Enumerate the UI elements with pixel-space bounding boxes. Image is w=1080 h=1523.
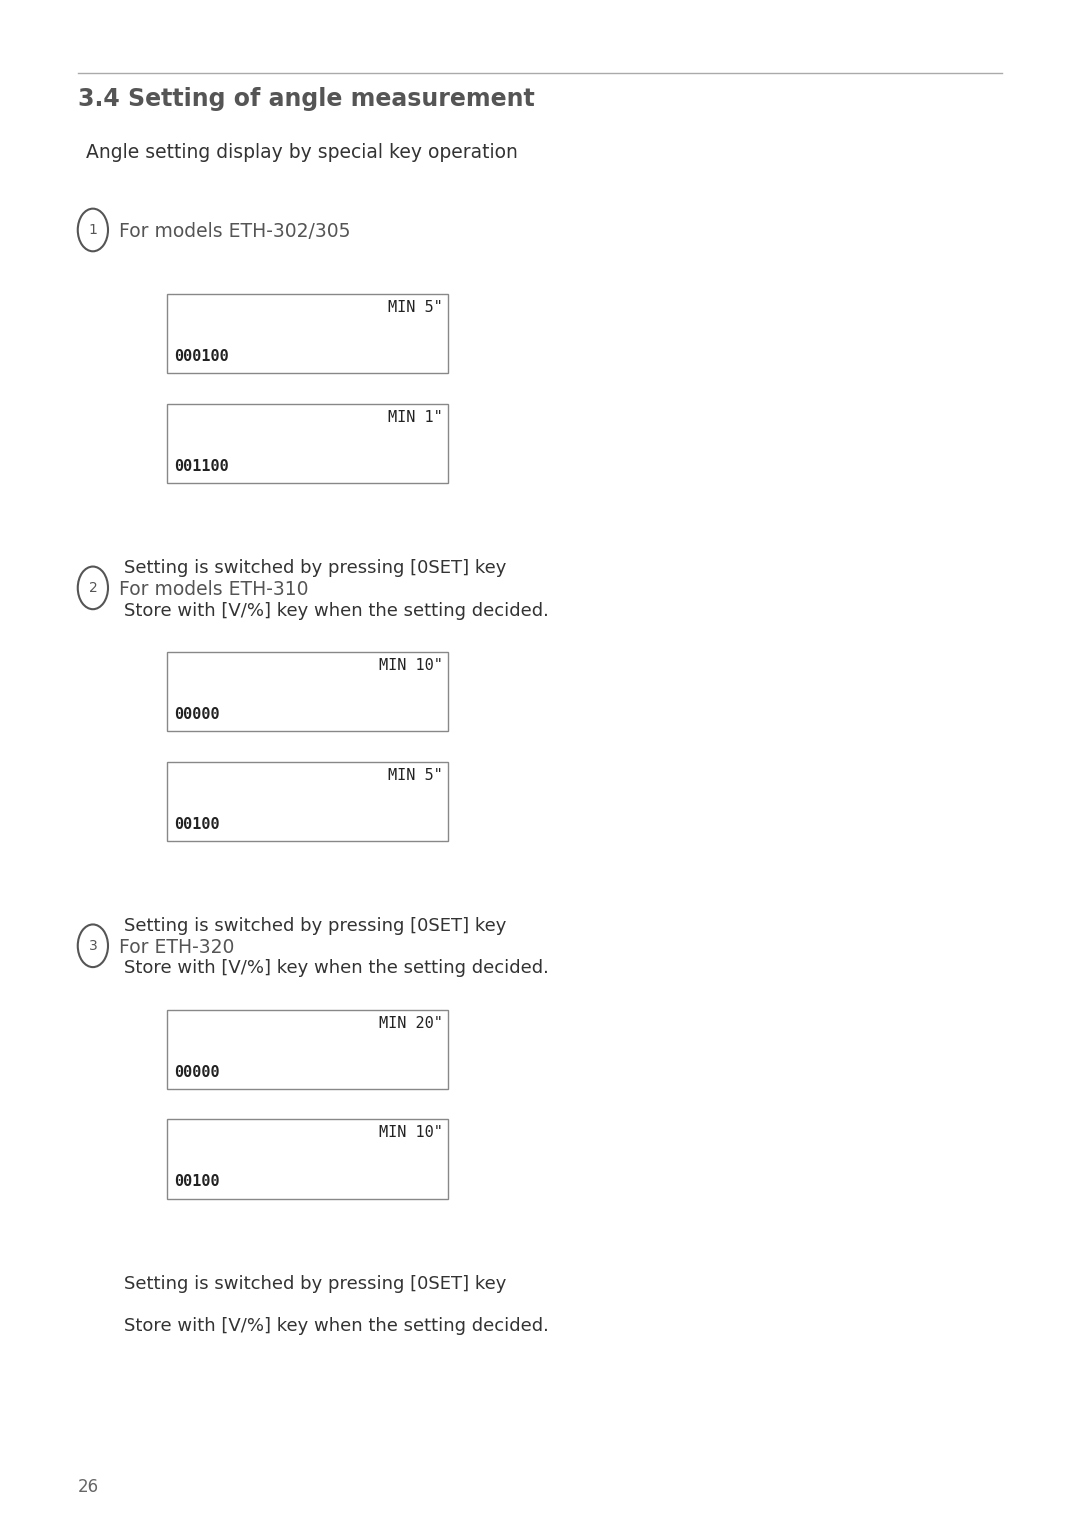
Text: MIN 10": MIN 10" <box>379 1125 443 1141</box>
Text: 00000: 00000 <box>174 707 219 722</box>
FancyBboxPatch shape <box>167 294 448 373</box>
Text: MIN 5": MIN 5" <box>388 768 443 783</box>
Text: 001100: 001100 <box>174 458 229 474</box>
Text: Angle setting display by special key operation: Angle setting display by special key ope… <box>86 143 518 161</box>
FancyBboxPatch shape <box>167 404 448 483</box>
Text: 2: 2 <box>89 580 97 595</box>
Text: MIN 1": MIN 1" <box>388 410 443 425</box>
Text: 3.4 Setting of angle measurement: 3.4 Setting of angle measurement <box>78 87 535 111</box>
Text: Setting is switched by pressing [0SET] key: Setting is switched by pressing [0SET] k… <box>124 559 507 577</box>
Text: 1: 1 <box>89 222 97 238</box>
Text: Store with [V/%] key when the setting decided.: Store with [V/%] key when the setting de… <box>124 602 549 620</box>
FancyBboxPatch shape <box>167 762 448 841</box>
Text: Store with [V/%] key when the setting decided.: Store with [V/%] key when the setting de… <box>124 959 549 978</box>
Text: MIN 10": MIN 10" <box>379 658 443 673</box>
Text: MIN 5": MIN 5" <box>388 300 443 315</box>
Text: Setting is switched by pressing [0SET] key: Setting is switched by pressing [0SET] k… <box>124 917 507 935</box>
Text: Setting is switched by pressing [0SET] key: Setting is switched by pressing [0SET] k… <box>124 1275 507 1293</box>
Text: 00100: 00100 <box>174 816 219 832</box>
FancyBboxPatch shape <box>167 1010 448 1089</box>
Text: Store with [V/%] key when the setting decided.: Store with [V/%] key when the setting de… <box>124 1317 549 1336</box>
Text: 00000: 00000 <box>174 1065 219 1080</box>
Text: For ETH-320: For ETH-320 <box>119 938 234 956</box>
Text: 3: 3 <box>89 938 97 953</box>
FancyBboxPatch shape <box>167 652 448 731</box>
FancyBboxPatch shape <box>167 1119 448 1199</box>
Text: 00100: 00100 <box>174 1174 219 1189</box>
Text: 000100: 000100 <box>174 349 229 364</box>
Text: For models ETH-310: For models ETH-310 <box>119 580 308 599</box>
Text: For models ETH-302/305: For models ETH-302/305 <box>119 222 350 241</box>
Text: 26: 26 <box>78 1477 99 1496</box>
Text: MIN 20": MIN 20" <box>379 1016 443 1031</box>
